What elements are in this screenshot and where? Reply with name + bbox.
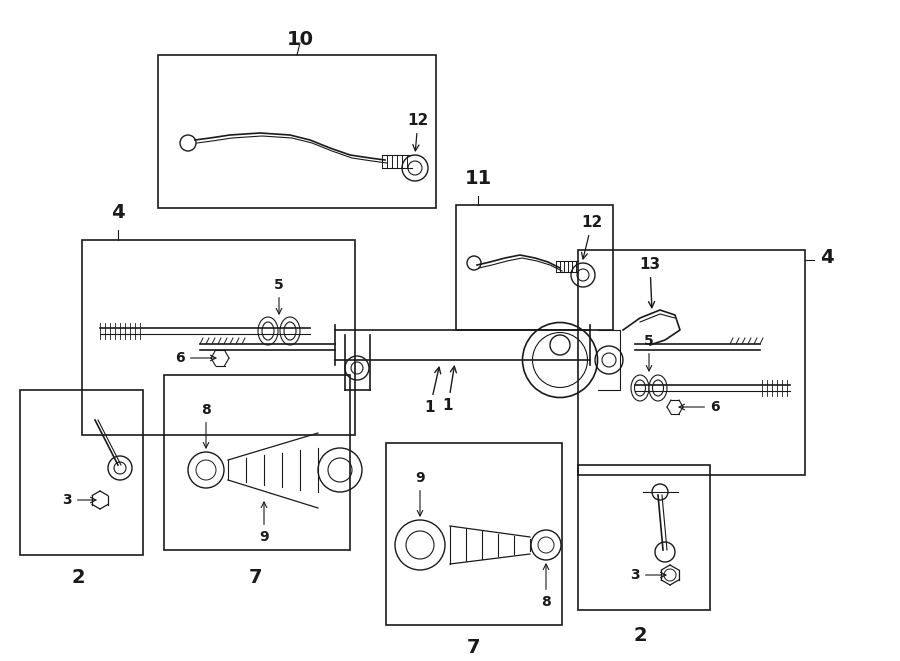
Text: 4: 4	[112, 203, 125, 222]
Bar	[164, 375, 350, 550]
Ellipse shape	[649, 375, 667, 401]
Text: 3: 3	[630, 568, 666, 582]
Text: 13: 13	[639, 257, 661, 307]
Text: 4: 4	[820, 248, 833, 267]
Bar	[158, 55, 436, 208]
Text: 7: 7	[249, 568, 263, 587]
Text: 7: 7	[467, 638, 481, 657]
Bar	[82, 240, 355, 435]
Text: 5: 5	[644, 334, 654, 371]
Text: 12: 12	[408, 113, 428, 151]
Text: 6: 6	[679, 400, 720, 414]
Text: 9: 9	[259, 502, 269, 544]
Text: 8: 8	[541, 564, 551, 609]
Ellipse shape	[280, 317, 300, 345]
Text: 10: 10	[286, 30, 313, 49]
Text: 9: 9	[415, 471, 425, 516]
Ellipse shape	[631, 375, 649, 401]
Bar	[578, 250, 805, 475]
Text: 12: 12	[581, 215, 603, 259]
Text: 2: 2	[634, 626, 647, 645]
Bar	[20, 390, 143, 555]
Text: 1: 1	[443, 366, 456, 413]
Bar	[456, 205, 613, 330]
Text: 8: 8	[201, 403, 211, 448]
Text: 2: 2	[71, 568, 85, 587]
Text: 11: 11	[464, 169, 491, 188]
Text: 5: 5	[274, 278, 284, 314]
Text: 3: 3	[62, 493, 96, 507]
Text: 6: 6	[176, 351, 216, 365]
Bar	[386, 443, 562, 625]
Bar	[578, 465, 710, 610]
Text: 1: 1	[425, 368, 441, 415]
Ellipse shape	[258, 317, 278, 345]
